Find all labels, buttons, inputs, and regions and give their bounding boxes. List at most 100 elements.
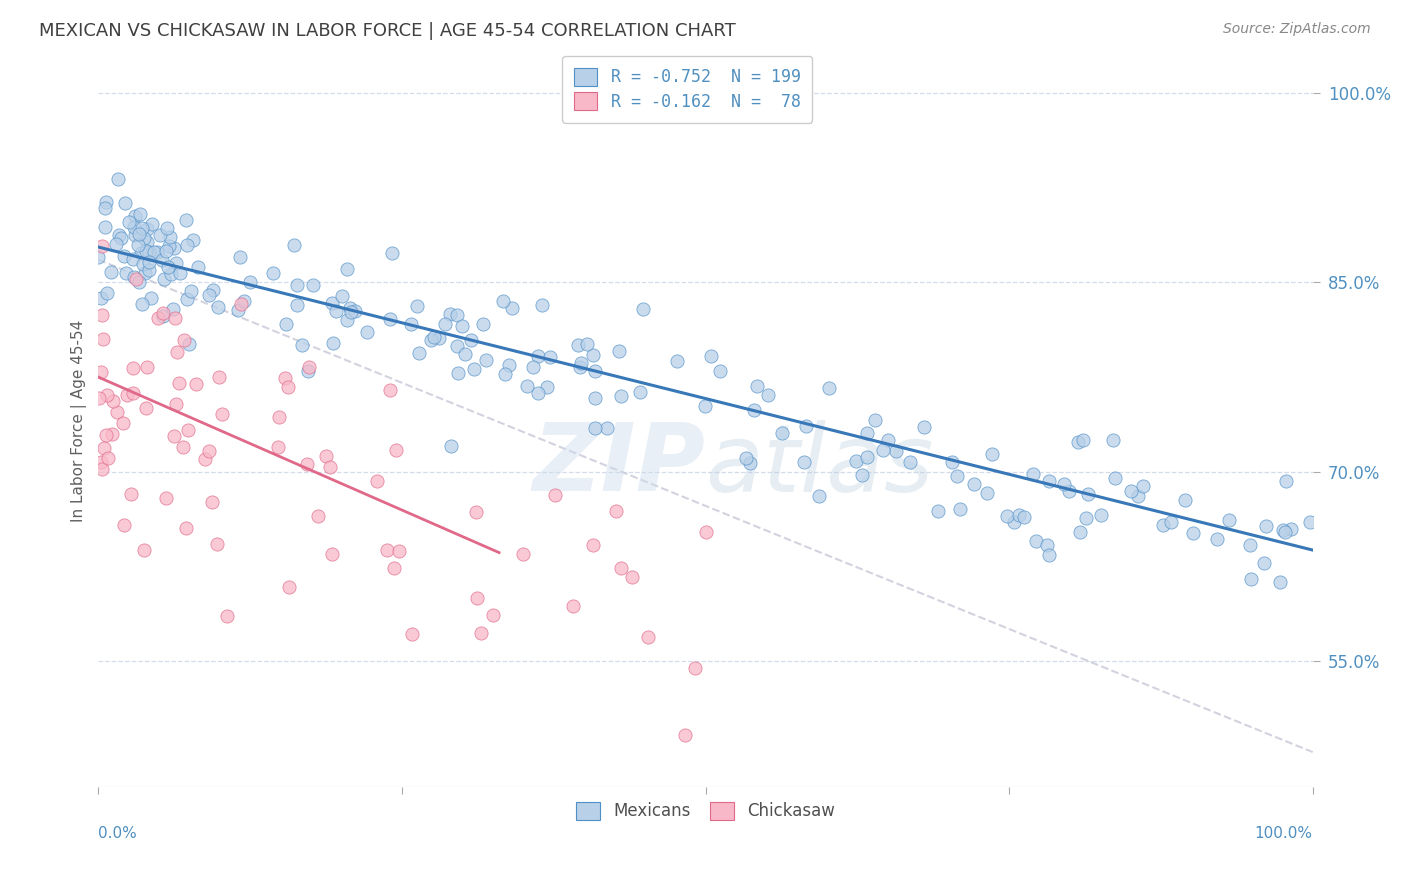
Point xyxy=(90,291,112,305)
Point xyxy=(512,547,534,561)
Text: atlas: atlas xyxy=(706,420,934,511)
Point xyxy=(128,275,150,289)
Point xyxy=(335,262,357,277)
Text: MEXICAN VS CHICKASAW IN LABOR FORCE | AGE 45-54 CORRELATION CHART: MEXICAN VS CHICKASAW IN LABOR FORCE | AG… xyxy=(39,22,737,40)
Point xyxy=(149,227,172,242)
Point xyxy=(1256,519,1278,533)
Point xyxy=(582,348,605,362)
Point xyxy=(307,508,329,523)
Point xyxy=(105,405,128,419)
Point xyxy=(375,542,398,557)
Point xyxy=(898,455,921,469)
Point xyxy=(562,599,585,614)
Point xyxy=(150,253,173,268)
Point xyxy=(946,468,969,483)
Point xyxy=(131,221,153,235)
Point xyxy=(470,626,492,640)
Point xyxy=(408,346,430,360)
Point xyxy=(538,351,561,365)
Point xyxy=(197,443,219,458)
Point xyxy=(700,349,723,363)
Point xyxy=(276,317,298,331)
Point xyxy=(447,366,470,380)
Point xyxy=(666,354,689,368)
Point xyxy=(169,266,191,280)
Point xyxy=(976,485,998,500)
Text: Source: ZipAtlas.com: Source: ZipAtlas.com xyxy=(1223,22,1371,37)
Point xyxy=(1038,548,1060,562)
Point xyxy=(498,358,520,372)
Point xyxy=(1012,510,1035,524)
Point xyxy=(336,313,359,327)
Point xyxy=(568,360,591,375)
Point xyxy=(94,428,117,442)
Point xyxy=(1036,538,1059,552)
Point xyxy=(211,407,233,421)
Point xyxy=(745,379,768,393)
Point xyxy=(135,235,157,249)
Point xyxy=(742,403,765,417)
Point xyxy=(884,444,907,458)
Point xyxy=(136,222,159,236)
Point xyxy=(87,251,110,265)
Point xyxy=(1132,479,1154,493)
Point xyxy=(157,260,180,274)
Point xyxy=(124,227,146,242)
Point xyxy=(325,303,347,318)
Point xyxy=(90,308,112,322)
Point xyxy=(91,238,114,252)
Point xyxy=(340,305,363,319)
Point xyxy=(232,294,254,309)
Point xyxy=(177,336,200,351)
Point xyxy=(738,456,761,470)
Point xyxy=(94,220,117,235)
Point xyxy=(446,308,468,322)
Point xyxy=(683,661,706,675)
Point xyxy=(128,206,150,220)
Point xyxy=(100,427,122,442)
Point xyxy=(156,220,179,235)
Point xyxy=(291,338,314,352)
Point xyxy=(460,333,482,347)
Point xyxy=(446,338,468,352)
Point xyxy=(610,389,633,403)
Point xyxy=(516,378,538,392)
Point xyxy=(285,278,308,293)
Point xyxy=(1022,467,1045,482)
Point xyxy=(865,413,887,427)
Point xyxy=(132,257,155,271)
Point xyxy=(90,365,112,379)
Point xyxy=(569,355,592,369)
Point xyxy=(315,450,337,464)
Point xyxy=(793,455,815,469)
Point xyxy=(134,543,156,558)
Point xyxy=(567,337,589,351)
Point xyxy=(277,380,299,394)
Point xyxy=(963,477,986,491)
Point xyxy=(1025,534,1047,549)
Point xyxy=(382,561,405,575)
Point xyxy=(118,214,141,228)
Point xyxy=(141,218,163,232)
Point xyxy=(808,489,831,503)
Point xyxy=(101,393,124,408)
Point xyxy=(582,538,605,552)
Point xyxy=(120,487,142,501)
Point xyxy=(695,524,717,539)
Point xyxy=(93,441,115,455)
Point xyxy=(153,272,176,286)
Point xyxy=(631,301,654,316)
Point xyxy=(146,311,169,326)
Point xyxy=(465,591,488,605)
Point xyxy=(1182,526,1205,541)
Point xyxy=(440,439,463,453)
Point xyxy=(301,278,323,293)
Point xyxy=(100,265,122,279)
Point xyxy=(186,377,208,392)
Point xyxy=(583,420,606,434)
Point xyxy=(90,455,112,469)
Point xyxy=(138,244,160,259)
Point xyxy=(285,298,308,312)
Point xyxy=(167,376,190,391)
Point xyxy=(851,467,873,482)
